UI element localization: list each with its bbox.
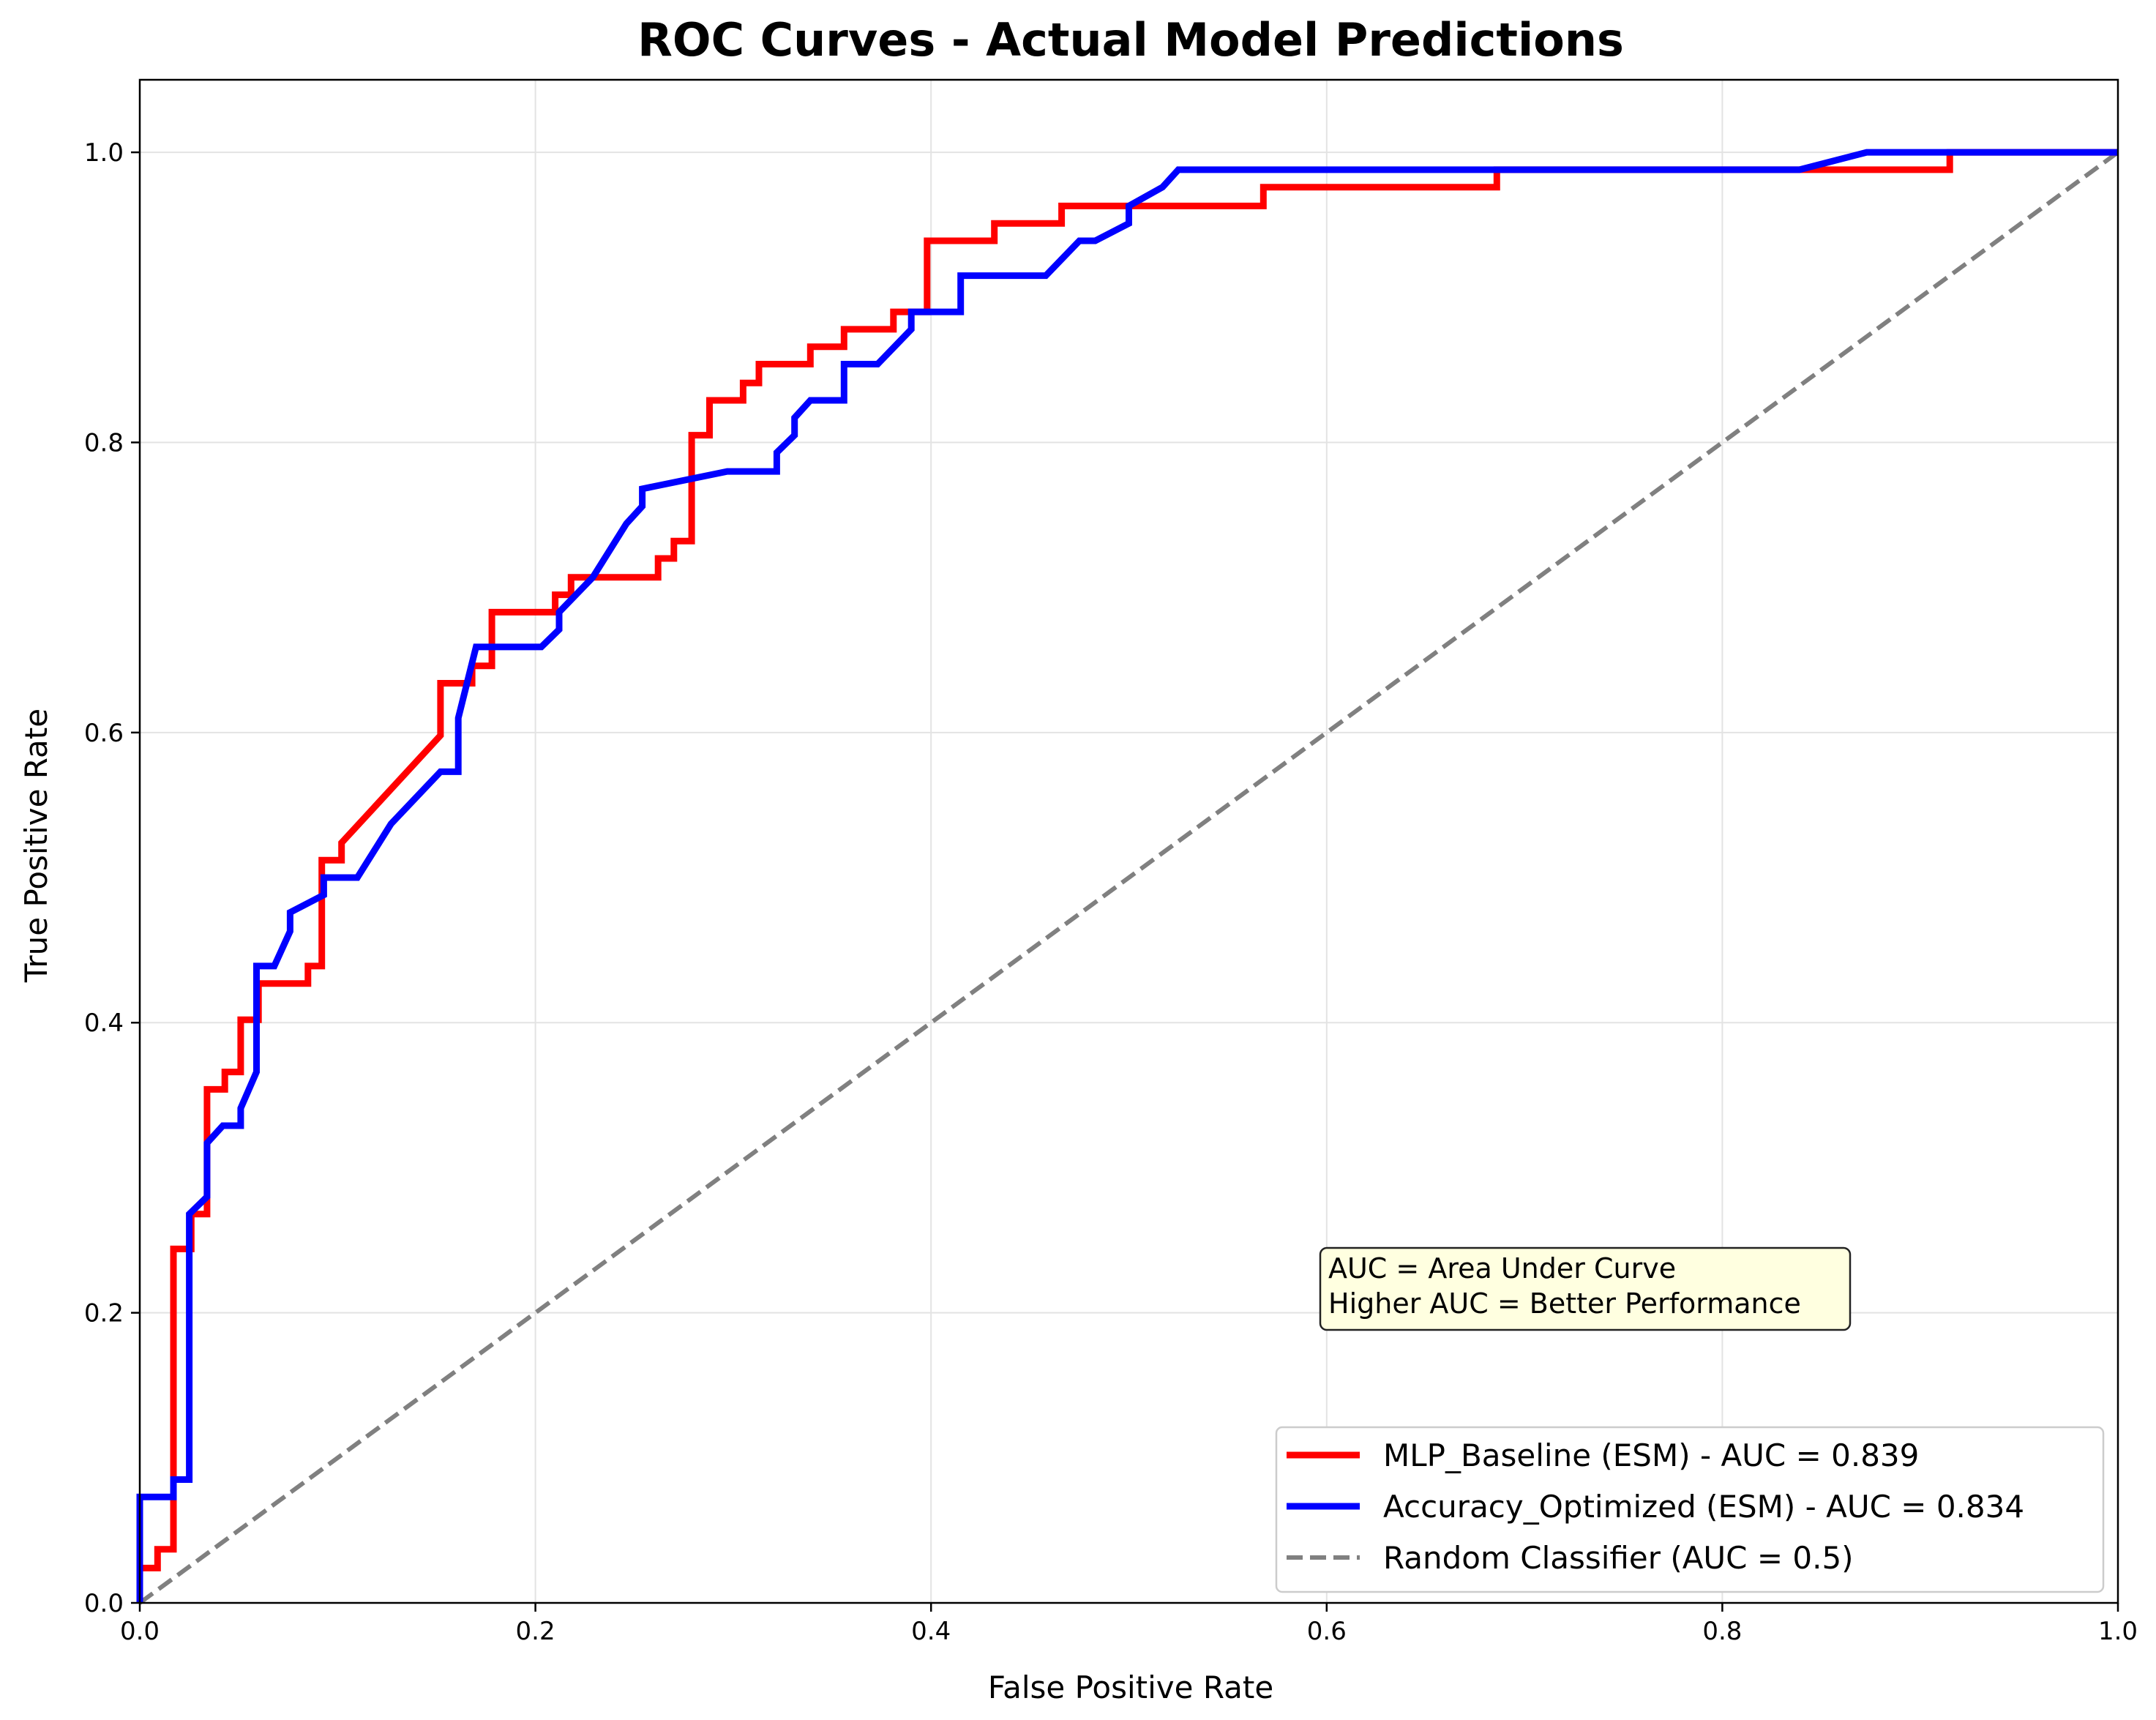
ticks: 0.0 0.2 0.4 0.6 0.8 1.0 0.0 0.2 0.4 0.6 0.8 1.0 — [84, 138, 2138, 1646]
y-tick-label: 0.8 — [84, 428, 124, 457]
legend-label: MLP_Baseline (ESM) - AUC = 0.839 — [1383, 1437, 1919, 1473]
y-tick-label: 0.2 — [84, 1299, 124, 1328]
annotation-box: AUC = Area Under Curve Higher AUC = Bett… — [1319, 1246, 1852, 1331]
annotation-line-1: AUC = Area Under Curve — [1328, 1252, 1676, 1285]
grid — [139, 80, 2119, 1604]
legend: MLP_Baseline (ESM) - AUC = 0.839 Accuracy… — [1275, 1426, 2105, 1593]
y-tick-label: 0.4 — [84, 1009, 124, 1038]
annotation-background — [1319, 1246, 1852, 1331]
x-tick-label: 0.6 — [1307, 1617, 1347, 1646]
x-tick-label: 0.0 — [120, 1617, 160, 1646]
legend-label: Random Classifier (AUC = 0.5) — [1383, 1540, 1854, 1576]
series-line-2 — [138, 150, 2119, 1605]
y-tick-label: 0.0 — [84, 1589, 124, 1618]
series-layer — [136, 149, 2119, 1605]
legend-frame — [1275, 1426, 2105, 1593]
series-line-0 — [136, 149, 2118, 1603]
x-tick-label: 0.4 — [911, 1617, 951, 1646]
x-tick-label: 0.2 — [516, 1617, 555, 1646]
x-tick-label: 0.8 — [1702, 1617, 1742, 1646]
legend-label: Accuracy_Optimized (ESM) - AUC = 0.834 — [1383, 1489, 2024, 1525]
y-axis-label: True Positive Rate — [18, 708, 54, 983]
chart-title: ROC Curves - Actual Model Predictions — [637, 13, 1624, 67]
x-tick-label: 1.0 — [2098, 1617, 2138, 1646]
annotation-line-2: Higher AUC = Better Performance — [1328, 1287, 1801, 1320]
plot-frame — [138, 78, 2119, 1604]
y-tick-label: 1.0 — [84, 138, 124, 168]
series-line-1 — [136, 149, 2118, 1603]
y-tick-label: 0.6 — [84, 719, 124, 748]
x-axis-label: False Positive Rate — [988, 1669, 1273, 1705]
